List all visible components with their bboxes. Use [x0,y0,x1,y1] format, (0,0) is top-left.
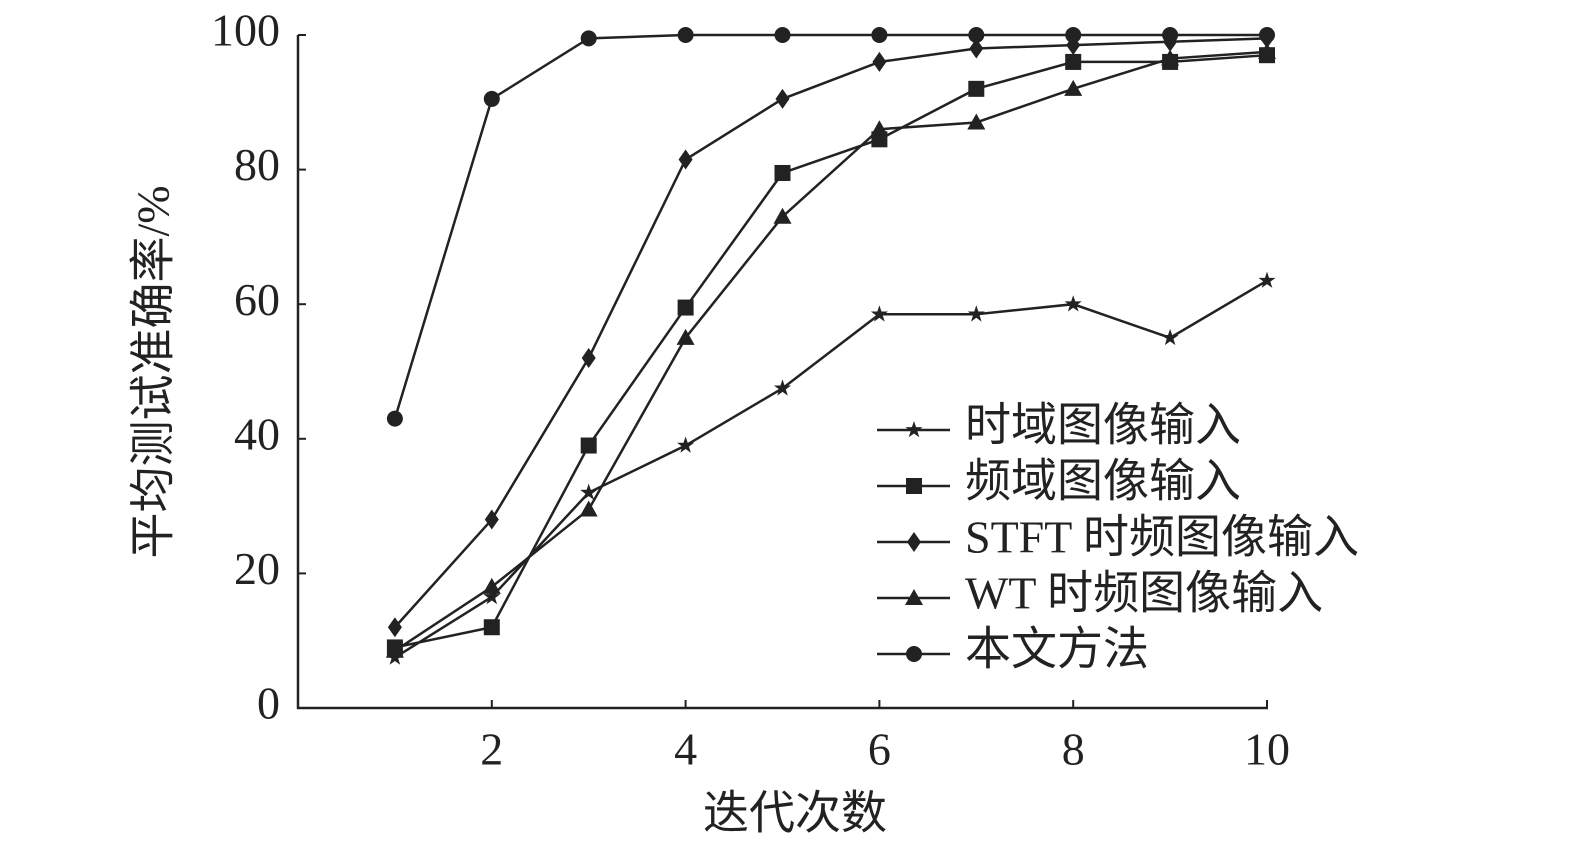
marker [968,27,985,43]
legend-label: 本文方法 [965,624,1149,675]
marker [870,305,888,322]
marker [905,589,923,605]
legend-label: STFT 时频图像输入 [965,512,1359,563]
marker [1258,42,1276,59]
marker [906,646,922,662]
marker [482,577,501,594]
x-tick-label: 10 [1244,724,1290,775]
marker [1064,79,1083,96]
marker [871,27,888,43]
marker [967,305,985,322]
x-tick-label: 2 [480,724,503,775]
marker [1258,271,1276,288]
x-axis-label: 迭代次数 [703,788,887,839]
y-tick-label: 60 [234,274,280,325]
marker [484,509,499,530]
marker [1162,27,1179,43]
marker [677,27,694,43]
y-tick-label: 20 [234,543,280,594]
y-tick-label: 100 [211,5,280,56]
x-tick-label: 4 [674,724,697,775]
series-line [393,33,1267,419]
series-line [394,53,1268,649]
marker [1065,27,1082,43]
series-line [393,37,1268,629]
marker [1065,53,1082,70]
marker [677,299,694,316]
x-tick-label: 6 [868,724,891,775]
marker [483,90,500,107]
marker [870,120,889,137]
marker [580,483,598,500]
marker [905,421,923,438]
legend-label: WT 时频图像输入 [965,568,1323,619]
x-tick-label: 8 [1062,724,1085,775]
legend-label: 频域图像输入 [965,456,1241,507]
marker [580,30,597,47]
marker [385,641,404,658]
marker [773,207,792,224]
marker [872,51,887,72]
marker [774,27,791,43]
marker [579,500,598,517]
marker [387,617,402,638]
marker [969,38,984,59]
marker [773,379,792,396]
marker [1161,49,1180,66]
marker [386,410,403,427]
marker [1064,295,1082,312]
y-axis-label: 平均测试准确率/% [128,185,179,558]
marker [906,478,922,494]
marker [676,328,695,345]
y-tick-label: 40 [234,408,280,459]
marker [1161,328,1179,346]
marker [907,532,921,552]
legend-label: 时域图像输入 [965,400,1241,451]
series-line [394,279,1268,659]
marker [774,164,791,181]
series-line [394,50,1268,652]
marker [775,88,790,109]
marker [580,437,597,454]
marker [677,436,695,453]
y-tick-label: 0 [257,678,280,729]
marker [581,348,596,369]
marker [968,80,985,97]
marker [678,149,693,170]
marker [483,587,501,605]
marker [967,113,986,130]
marker [1259,27,1275,43]
marker [483,619,500,636]
y-tick-label: 80 [234,139,280,190]
